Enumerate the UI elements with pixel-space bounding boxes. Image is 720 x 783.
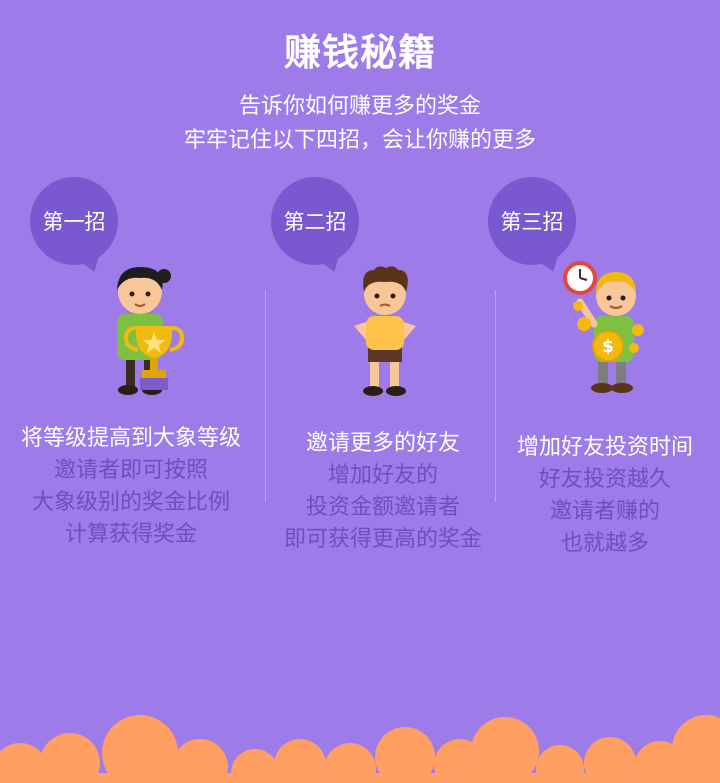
tip-1-text: 将等级提高到大象等级 邀请者即可按照 大象级别的奖金比例 计算获得奖金	[0, 423, 262, 551]
tip-3-lead: 增加好友投资时间	[516, 435, 693, 460]
tip-3-line-1: 好友投资越久	[538, 467, 671, 492]
tip-2-badge-label: 第二招	[283, 210, 347, 234]
tip-3-badge: 第三招	[488, 177, 576, 265]
tip-1-line-1: 邀请者即可按照	[53, 458, 208, 483]
tip-1-lead: 将等级提高到大象等级	[20, 426, 241, 451]
svg-text:$: $	[602, 337, 614, 357]
tip-2-line-1: 增加好友的	[327, 463, 438, 488]
tip-1-badge: 第一招	[30, 177, 118, 265]
tip-1-line-2: 大象级别的奖金比例	[31, 490, 230, 515]
divider-1	[265, 290, 266, 502]
tip-2-line-2: 投资金额邀请者	[305, 495, 460, 520]
tip-3-line-3: 也就越多	[560, 531, 649, 556]
tip-2-line-3: 即可获得更高的奖金	[283, 527, 482, 552]
clock-coins-boy-icon: $	[563, 261, 644, 393]
tip-2-badge: 第二招	[271, 177, 359, 265]
curly-boy-icon	[354, 266, 416, 396]
subtitle-line-1: 告诉你如何赚更多的奖金	[238, 94, 481, 119]
cloud-decoration	[0, 715, 720, 783]
tip-1-badge-label: 第一招	[42, 210, 106, 234]
page-title: 赚钱秘籍	[284, 31, 436, 74]
tip-2-lead: 邀请更多的好友	[305, 431, 460, 456]
tip-2-text: 邀请更多的好友 增加好友的 投资金额邀请者 即可获得更高的奖金	[265, 428, 501, 556]
tip-3-text: 增加好友投资时间 好友投资越久 邀请者赚的 也就越多	[495, 432, 715, 560]
tip-3-line-2: 邀请者赚的	[549, 499, 660, 524]
divider-2	[495, 290, 496, 502]
subtitle-line-2: 牢牢记住以下四招，会让你赚的更多	[183, 128, 536, 153]
tip-3-badge-label: 第三招	[500, 210, 564, 234]
tip-1-line-3: 计算获得奖金	[64, 522, 197, 547]
trophy-boy-icon	[117, 266, 185, 395]
